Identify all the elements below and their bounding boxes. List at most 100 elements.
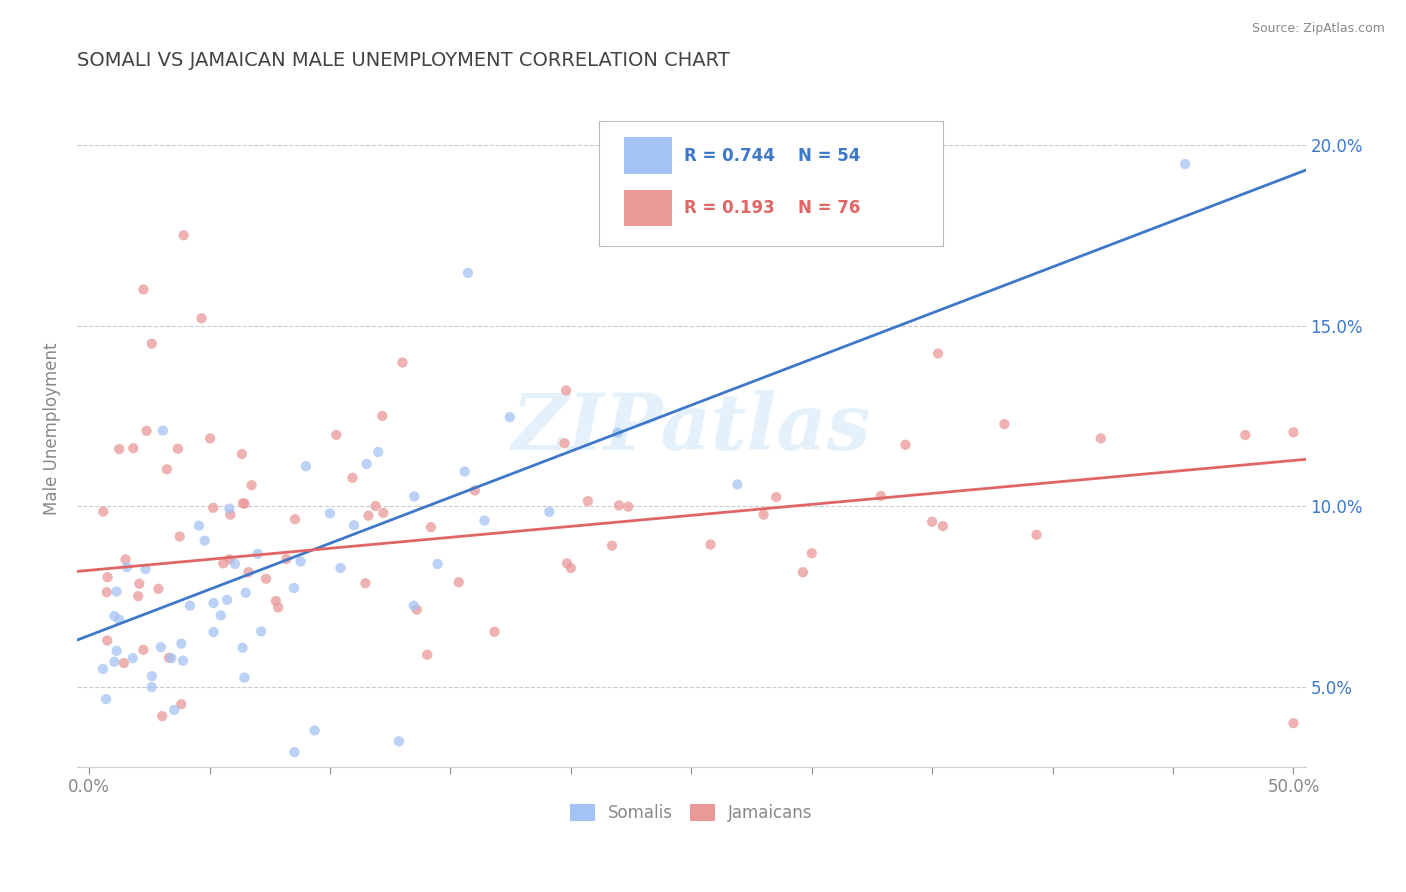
Point: [792, 566, 814, 580]
Text: N = 76: N = 76: [799, 199, 860, 217]
Point: [194, 533, 217, 548]
Point: [232, 640, 254, 655]
Point: [254, 572, 277, 586]
Y-axis label: Male Unemployment: Male Unemployment: [44, 343, 60, 515]
Point: [212, 557, 235, 571]
Point: [499, 410, 522, 425]
Point: [218, 501, 240, 516]
Point: [1234, 428, 1257, 442]
FancyBboxPatch shape: [599, 121, 943, 246]
Point: [329, 561, 352, 575]
Point: [367, 445, 389, 459]
Point: [190, 311, 212, 326]
Point: [343, 518, 366, 533]
Point: [617, 500, 640, 514]
Point: [295, 459, 318, 474]
Point: [264, 594, 287, 608]
Point: [246, 547, 269, 561]
Point: [157, 650, 180, 665]
Point: [457, 266, 479, 280]
Point: [141, 669, 163, 683]
Point: [765, 490, 787, 504]
Point: [576, 494, 599, 508]
Point: [202, 596, 225, 610]
Point: [325, 428, 347, 442]
Point: [555, 384, 578, 398]
Point: [128, 576, 150, 591]
Point: [127, 589, 149, 603]
Point: [141, 680, 163, 694]
Point: [240, 478, 263, 492]
Point: [932, 519, 955, 533]
Text: ZIPatlas: ZIPatlas: [512, 391, 870, 467]
Point: [404, 490, 426, 504]
Point: [894, 438, 917, 452]
Point: [238, 565, 260, 579]
Point: [167, 442, 190, 456]
Point: [319, 507, 342, 521]
Point: [114, 552, 136, 566]
Point: [283, 745, 305, 759]
Point: [342, 471, 364, 485]
Point: [94, 692, 117, 706]
Point: [927, 346, 949, 360]
Point: [105, 644, 128, 658]
Point: [607, 499, 630, 513]
Point: [453, 465, 475, 479]
Point: [152, 424, 174, 438]
Point: [224, 557, 246, 571]
FancyBboxPatch shape: [624, 137, 672, 174]
Point: [419, 520, 441, 534]
Point: [198, 432, 221, 446]
Point: [364, 499, 387, 513]
Point: [148, 582, 170, 596]
Point: [179, 599, 201, 613]
Point: [1025, 528, 1047, 542]
Point: [122, 441, 145, 455]
Point: [250, 624, 273, 639]
Point: [752, 508, 775, 522]
Point: [235, 586, 257, 600]
Point: [447, 575, 470, 590]
FancyBboxPatch shape: [624, 190, 672, 227]
Point: [371, 409, 394, 423]
Point: [149, 640, 172, 654]
Point: [231, 447, 253, 461]
Point: [170, 637, 193, 651]
Point: [356, 457, 378, 471]
Legend: Somalis, Jamaicans: Somalis, Jamaicans: [569, 805, 813, 822]
Point: [96, 633, 118, 648]
Point: [283, 581, 305, 595]
Point: [869, 489, 891, 503]
Point: [388, 734, 411, 748]
Point: [402, 599, 425, 613]
Point: [150, 709, 173, 723]
Point: [202, 500, 225, 515]
Point: [1090, 431, 1112, 445]
Point: [538, 505, 561, 519]
Point: [232, 496, 254, 510]
Point: [170, 697, 193, 711]
Point: [1282, 425, 1305, 440]
Point: [373, 506, 395, 520]
Point: [267, 600, 290, 615]
Point: [132, 283, 155, 297]
Point: [132, 643, 155, 657]
Point: [233, 497, 256, 511]
Point: [474, 514, 496, 528]
Text: R = 0.193: R = 0.193: [683, 199, 775, 217]
Point: [405, 602, 427, 616]
Point: [606, 425, 628, 440]
Text: Source: ZipAtlas.com: Source: ZipAtlas.com: [1251, 22, 1385, 36]
Text: N = 54: N = 54: [799, 146, 860, 165]
Point: [163, 703, 186, 717]
Point: [555, 557, 578, 571]
Point: [108, 613, 131, 627]
Point: [160, 651, 183, 665]
Point: [725, 477, 748, 491]
Point: [354, 576, 377, 591]
Point: [169, 530, 191, 544]
Point: [187, 518, 209, 533]
Point: [172, 654, 194, 668]
Point: [416, 648, 439, 662]
